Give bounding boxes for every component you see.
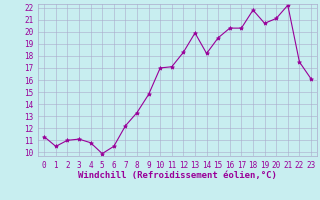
X-axis label: Windchill (Refroidissement éolien,°C): Windchill (Refroidissement éolien,°C): [78, 171, 277, 180]
